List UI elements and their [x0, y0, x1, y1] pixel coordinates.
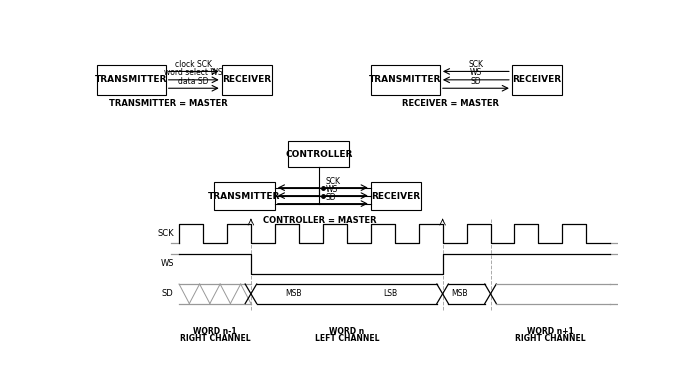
Bar: [222, 65, 272, 95]
Bar: [371, 182, 421, 211]
Bar: [289, 142, 350, 167]
Text: RIGHT CHANNEL: RIGHT CHANNEL: [515, 334, 586, 343]
Text: WS: WS: [470, 68, 482, 78]
Text: SCK: SCK: [326, 177, 341, 186]
Text: SD: SD: [162, 289, 174, 298]
Bar: [512, 65, 563, 95]
Text: TRANSMITTER: TRANSMITTER: [208, 192, 280, 201]
Text: CONTROLLER = MASTER: CONTROLLER = MASTER: [263, 216, 377, 225]
Text: TRANSMITTER: TRANSMITTER: [95, 75, 168, 84]
Bar: [214, 182, 275, 211]
Text: RECEIVER: RECEIVER: [372, 192, 420, 201]
Text: SCK: SCK: [469, 60, 484, 69]
Text: TRANSMITTER = MASTER: TRANSMITTER = MASTER: [109, 99, 228, 108]
Text: WORD n-1: WORD n-1: [193, 327, 237, 336]
Text: clock SCK: clock SCK: [175, 60, 212, 69]
Text: LEFT CHANNEL: LEFT CHANNEL: [315, 334, 379, 343]
Text: MSB: MSB: [451, 289, 468, 298]
Bar: [371, 65, 440, 95]
Text: WORD n+1: WORD n+1: [527, 327, 574, 336]
Text: WS: WS: [326, 184, 338, 193]
Text: MSB: MSB: [285, 289, 302, 298]
Text: WORD n: WORD n: [329, 327, 364, 336]
Text: TRANSMITTER: TRANSMITTER: [369, 75, 442, 84]
Text: WS: WS: [160, 259, 174, 268]
Text: SD: SD: [326, 193, 336, 202]
Text: RIGHT CHANNEL: RIGHT CHANNEL: [180, 334, 250, 343]
Text: CONTROLLER: CONTROLLER: [285, 150, 352, 159]
Text: SD: SD: [471, 77, 481, 86]
Text: RECEIVER: RECEIVER: [513, 75, 562, 84]
Text: word select WS: word select WS: [164, 68, 223, 78]
Text: RECEIVER = MASTER: RECEIVER = MASTER: [402, 99, 499, 108]
Text: RECEIVER: RECEIVER: [223, 75, 271, 84]
Text: SCK: SCK: [157, 229, 174, 238]
Text: LSB: LSB: [383, 289, 397, 298]
Text: data SD: data SD: [179, 77, 209, 86]
Bar: [96, 65, 166, 95]
